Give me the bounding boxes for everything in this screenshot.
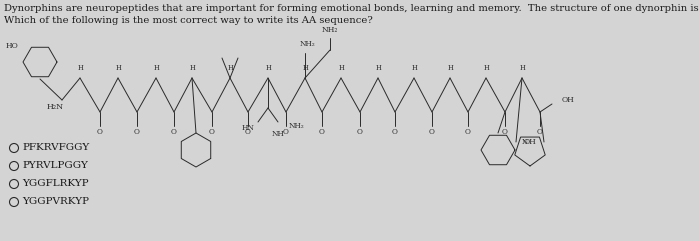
Text: O: O <box>537 128 543 136</box>
Text: H: H <box>338 64 344 72</box>
Text: O: O <box>357 128 363 136</box>
Text: HO: HO <box>6 42 18 50</box>
Text: H₂N: H₂N <box>47 103 64 111</box>
Text: YGGPVRKYP: YGGPVRKYP <box>22 198 89 207</box>
Text: H: H <box>411 64 417 72</box>
Text: NH₂: NH₂ <box>288 122 304 130</box>
Text: O: O <box>465 128 471 136</box>
Text: H: H <box>115 64 121 72</box>
Text: O: O <box>283 128 289 136</box>
Text: O: O <box>209 128 215 136</box>
Text: NH: NH <box>272 130 284 138</box>
Text: O: O <box>392 128 398 136</box>
Text: O: O <box>319 128 325 136</box>
Text: N: N <box>522 138 528 146</box>
Text: H: H <box>227 64 233 72</box>
Text: H: H <box>77 64 83 72</box>
Text: O: O <box>245 128 251 136</box>
Text: YGGFLRKYP: YGGFLRKYP <box>22 180 89 188</box>
Text: NH₂: NH₂ <box>299 40 315 48</box>
Text: H: H <box>265 64 271 72</box>
Text: NH₂: NH₂ <box>322 26 338 34</box>
Text: H: H <box>302 64 308 72</box>
Text: OH: OH <box>562 96 575 104</box>
Text: O: O <box>171 128 177 136</box>
Text: Which of the following is the most correct way to write its AA sequence?: Which of the following is the most corre… <box>4 16 373 25</box>
Text: H: H <box>483 64 489 72</box>
Text: O: O <box>502 128 508 136</box>
Text: PFKRVFGGY: PFKRVFGGY <box>22 143 89 153</box>
Text: Dynorphins are neuropeptides that are important for forming emotional bonds, lea: Dynorphins are neuropeptides that are im… <box>4 4 699 13</box>
Text: H: H <box>375 64 381 72</box>
Text: PYRVLPGGY: PYRVLPGGY <box>22 161 88 170</box>
Text: HN: HN <box>242 124 254 132</box>
Text: OH: OH <box>524 138 537 146</box>
Text: O: O <box>134 128 140 136</box>
Text: H: H <box>189 64 195 72</box>
Text: H: H <box>519 64 525 72</box>
Text: H: H <box>447 64 453 72</box>
Text: O: O <box>97 128 103 136</box>
Text: H: H <box>153 64 159 72</box>
Text: O: O <box>429 128 435 136</box>
